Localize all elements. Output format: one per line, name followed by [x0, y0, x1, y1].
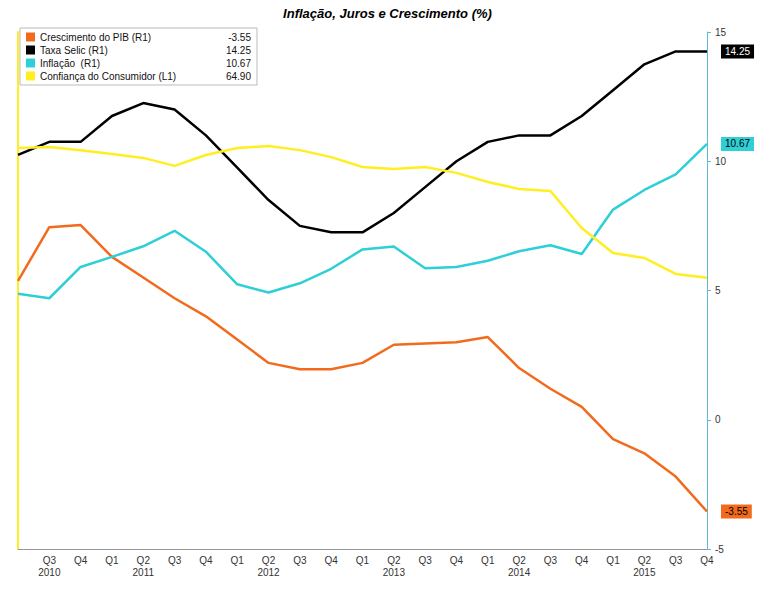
svg-text:Q2: Q2 [512, 555, 526, 566]
svg-text:Q1: Q1 [356, 555, 370, 566]
svg-text:Q4: Q4 [74, 555, 88, 566]
svg-text:Q3: Q3 [43, 555, 57, 566]
svg-text:2015: 2015 [633, 567, 656, 578]
svg-text:Q2: Q2 [262, 555, 276, 566]
svg-text:-5: -5 [715, 544, 724, 555]
svg-text:Confiança do Consumidor (L1): Confiança do Consumidor (L1) [40, 71, 176, 82]
svg-text:Q4: Q4 [199, 555, 213, 566]
svg-text:0: 0 [715, 414, 721, 425]
svg-text:64.90: 64.90 [226, 71, 251, 82]
svg-text:15: 15 [715, 27, 727, 38]
svg-text:14.25: 14.25 [226, 45, 251, 56]
svg-text:Q1: Q1 [606, 555, 620, 566]
svg-text:-3.55: -3.55 [725, 506, 748, 517]
svg-text:Q1: Q1 [231, 555, 245, 566]
svg-text:Taxa Selic (R1): Taxa Selic (R1) [40, 45, 108, 56]
svg-text:Q2: Q2 [387, 555, 401, 566]
svg-text:Q2: Q2 [638, 555, 652, 566]
svg-text:Q3: Q3 [168, 555, 182, 566]
svg-text:2011: 2011 [133, 567, 155, 578]
svg-text:2010: 2010 [38, 567, 61, 578]
svg-text:Q1: Q1 [481, 555, 495, 566]
svg-text:Q2: Q2 [137, 555, 151, 566]
svg-text:2013: 2013 [383, 567, 406, 578]
svg-text:Q4: Q4 [450, 555, 464, 566]
svg-text:Q4: Q4 [325, 555, 339, 566]
svg-text:Q4: Q4 [575, 555, 589, 566]
svg-text:2014: 2014 [508, 567, 531, 578]
svg-text:Inflação, Juros e Crescimento: Inflação, Juros e Crescimento (%) [283, 6, 492, 21]
svg-text:10.67: 10.67 [725, 138, 750, 149]
svg-text:-3.55: -3.55 [228, 32, 251, 43]
svg-text:Inflação (R1): Inflação (R1) [40, 58, 100, 69]
svg-text:10.67: 10.67 [226, 58, 251, 69]
svg-text:Crescimento do PIB (R1): Crescimento do PIB (R1) [40, 32, 151, 43]
svg-text:Q4: Q4 [700, 555, 714, 566]
svg-text:Q3: Q3 [669, 555, 683, 566]
svg-text:Q1: Q1 [105, 555, 119, 566]
svg-text:10: 10 [715, 156, 727, 167]
svg-text:Q3: Q3 [418, 555, 432, 566]
svg-text:14.25: 14.25 [725, 46, 750, 57]
svg-text:2012: 2012 [257, 567, 280, 578]
svg-text:Q3: Q3 [293, 555, 307, 566]
svg-text:5: 5 [715, 285, 721, 296]
svg-text:Q3: Q3 [544, 555, 558, 566]
